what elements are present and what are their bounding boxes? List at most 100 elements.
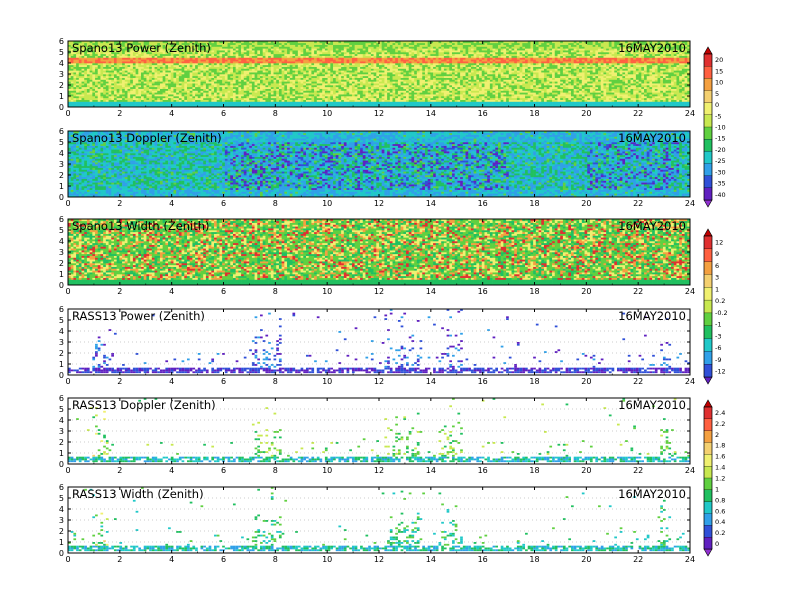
colorbar-swatch	[703, 364, 713, 378]
colorbar-swatch	[703, 261, 713, 275]
colorbar-top-arrow	[703, 228, 713, 237]
x-tick-label: 20	[581, 109, 591, 118]
x-tick-label: 24	[685, 109, 695, 118]
x-tick-label: 24	[685, 199, 695, 208]
x-tick-label: 14	[426, 199, 436, 208]
y-tick-label: 4	[59, 149, 64, 158]
y-tick-label: 3	[59, 248, 64, 257]
x-tick-label: 2	[117, 377, 122, 386]
x-tick-label: 6	[221, 287, 226, 296]
colorbar-swatch	[703, 325, 713, 339]
x-tick-label: 14	[426, 109, 436, 118]
y-tick-label: 3	[59, 70, 64, 79]
colorbar-cb2: 12 9 6 3 1 0.2 -0.2 -1 -3 -6 -9 -12	[703, 228, 728, 385]
colorbar-swatch	[703, 430, 713, 443]
x-tick-label: 10	[322, 287, 332, 296]
x-tick-label: 0	[65, 466, 70, 475]
heatmap-cells	[68, 131, 691, 198]
y-tick-label: 1	[59, 182, 64, 191]
x-tick-label: 22	[633, 109, 643, 118]
x-tick-label: 4	[169, 377, 174, 386]
colorbar-label: 5	[715, 90, 719, 98]
x-tick-label: 4	[169, 199, 174, 208]
x-tick-label: 10	[322, 466, 332, 475]
colorbar-label: 0.4	[715, 518, 725, 526]
colorbar-cb1: 20 15 10 5 0 -5 -10 -15 -20 -25 -30 -35 -40	[703, 46, 726, 208]
y-tick-label: 6	[59, 37, 64, 46]
x-tick-label: 12	[374, 109, 384, 118]
x-tick-label: 20	[581, 555, 591, 564]
heatmap-cells	[68, 487, 690, 552]
colorbar-label: -15	[715, 135, 726, 143]
x-tick-label: 20	[581, 377, 591, 386]
y-tick-label: 3	[59, 160, 64, 169]
colorbar-frame	[703, 235, 713, 378]
x-tick-label: 22	[633, 199, 643, 208]
x-tick-label: 22	[633, 555, 643, 564]
y-tick-label: 2	[59, 438, 64, 447]
x-tick-label: 18	[529, 287, 539, 296]
x-tick-label: 6	[221, 466, 226, 475]
x-tick-label: 2	[117, 287, 122, 296]
x-tick-label: 0	[65, 287, 70, 296]
y-tick-label: 1	[59, 538, 64, 547]
panel-date: 16MAY2010	[618, 309, 686, 323]
x-tick-label: 24	[685, 466, 695, 475]
x-tick-label: 14	[426, 466, 436, 475]
x-tick-label: 0	[65, 199, 70, 208]
x-tick-label: 8	[273, 287, 278, 296]
x-tick-label: 0	[65, 109, 70, 118]
x-tick-label: 2	[117, 109, 122, 118]
panel-date: 16MAY2010	[618, 131, 686, 145]
x-tick-label: 4	[169, 466, 174, 475]
x-tick-label: 18	[529, 199, 539, 208]
panel-title: RASS13 Power (Zenith)	[72, 309, 205, 323]
x-tick-label: 18	[529, 377, 539, 386]
colorbar-swatch	[703, 525, 713, 538]
colorbar-swatch	[703, 151, 713, 164]
colorbar-label: 1	[715, 485, 719, 493]
panel-title: Spano13 Power (Zenith)	[72, 41, 211, 55]
y-tick-label: 1	[59, 270, 64, 279]
colorbar-top-arrow	[703, 46, 713, 55]
y-tick-label: 0	[59, 281, 64, 290]
x-tick-label: 12	[374, 466, 384, 475]
colorbar-swatch	[703, 78, 713, 91]
x-tick-label: 12	[374, 377, 384, 386]
x-tick-label: 14	[426, 287, 436, 296]
x-tick-label: 16	[478, 377, 488, 386]
colorbar-label: -35	[715, 180, 726, 188]
colorbar-swatch	[703, 66, 713, 79]
colorbar-label: 15	[715, 67, 723, 75]
x-tick-label: 6	[221, 199, 226, 208]
x-tick-label: 12	[374, 287, 384, 296]
x-tick-label: 4	[169, 555, 174, 564]
heatmap-cells	[68, 309, 690, 374]
x-tick-label: 20	[581, 199, 591, 208]
colorbar-swatch	[703, 442, 713, 455]
x-tick-label: 6	[221, 377, 226, 386]
y-tick-label: 0	[59, 371, 64, 380]
y-tick-label: 2	[59, 81, 64, 90]
colorbar-label: 12	[715, 238, 723, 246]
y-tick-label: 1	[59, 449, 64, 458]
y-tick-label: 3	[59, 427, 64, 436]
y-tick-label: 3	[59, 338, 64, 347]
x-tick-label: 22	[633, 287, 643, 296]
colorbar-label: -40	[715, 191, 726, 199]
x-tick-label: 6	[221, 109, 226, 118]
x-tick-label: 14	[426, 555, 436, 564]
colorbar-swatch	[703, 489, 713, 503]
colorbar-swatch	[703, 102, 713, 116]
y-tick-label: 5	[59, 316, 64, 325]
colorbar-label: -6	[715, 344, 721, 352]
colorbar-bottom-arrow	[703, 548, 713, 557]
panel-title: Spano13 Width (Zenith)	[72, 219, 210, 233]
colorbar-label: 2.4	[715, 409, 725, 417]
colorbar-label: 0.2	[715, 529, 725, 537]
y-tick-label: 6	[59, 394, 64, 403]
colorbar-label: -0.2	[715, 309, 728, 317]
